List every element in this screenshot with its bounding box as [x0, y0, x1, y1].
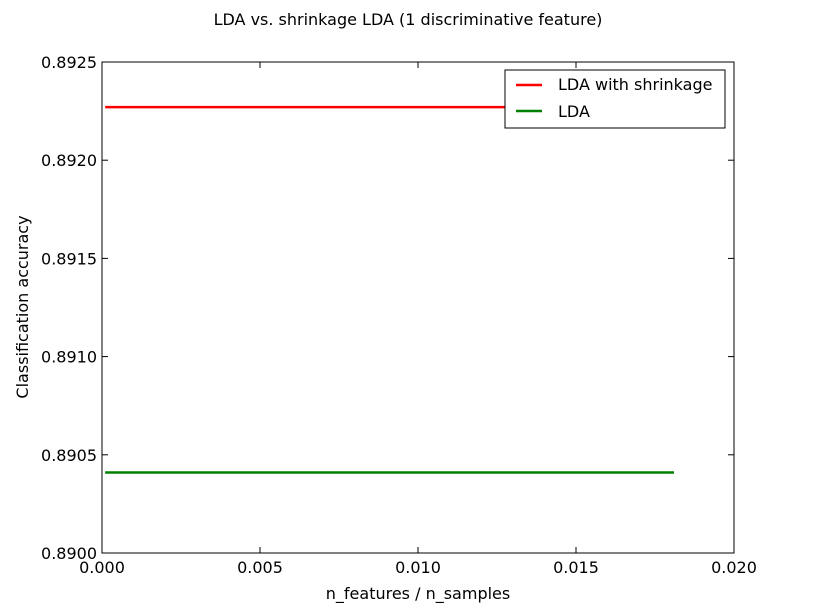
x-tick-label: 0.015	[553, 558, 599, 577]
y-tick-label: 0.8915	[41, 249, 97, 268]
y-tick-label: 0.8920	[41, 151, 97, 170]
x-tick-label: 0.010	[395, 558, 441, 577]
y-tick-label: 0.8910	[41, 348, 97, 367]
plot-frame	[101, 61, 735, 554]
y-tick-label: 0.8925	[41, 53, 97, 72]
x-tick-label: 0.000	[79, 558, 125, 577]
legend: LDA with shrinkage LDA	[504, 69, 726, 129]
legend-label-lda-with-shrinkage: LDA with shrinkage	[558, 75, 712, 94]
axis-ticks: 0.000 0.005 0.010 0.015 0.020 0.8900 0.8905 0.8…	[41, 53, 757, 577]
chart-title: LDA vs. shrinkage LDA (1 discriminative …	[214, 10, 603, 29]
x-axis-label: n_features / n_samples	[326, 584, 510, 604]
legend-box	[504, 69, 726, 129]
y-tick-label: 0.8900	[41, 544, 97, 563]
x-tick-label: 0.005	[237, 558, 283, 577]
x-tick-label: 0.020	[711, 558, 757, 577]
y-tick-label: 0.8905	[41, 446, 97, 465]
y-axis-label: Classification accuracy	[13, 215, 32, 398]
legend-label-lda: LDA	[558, 102, 590, 121]
